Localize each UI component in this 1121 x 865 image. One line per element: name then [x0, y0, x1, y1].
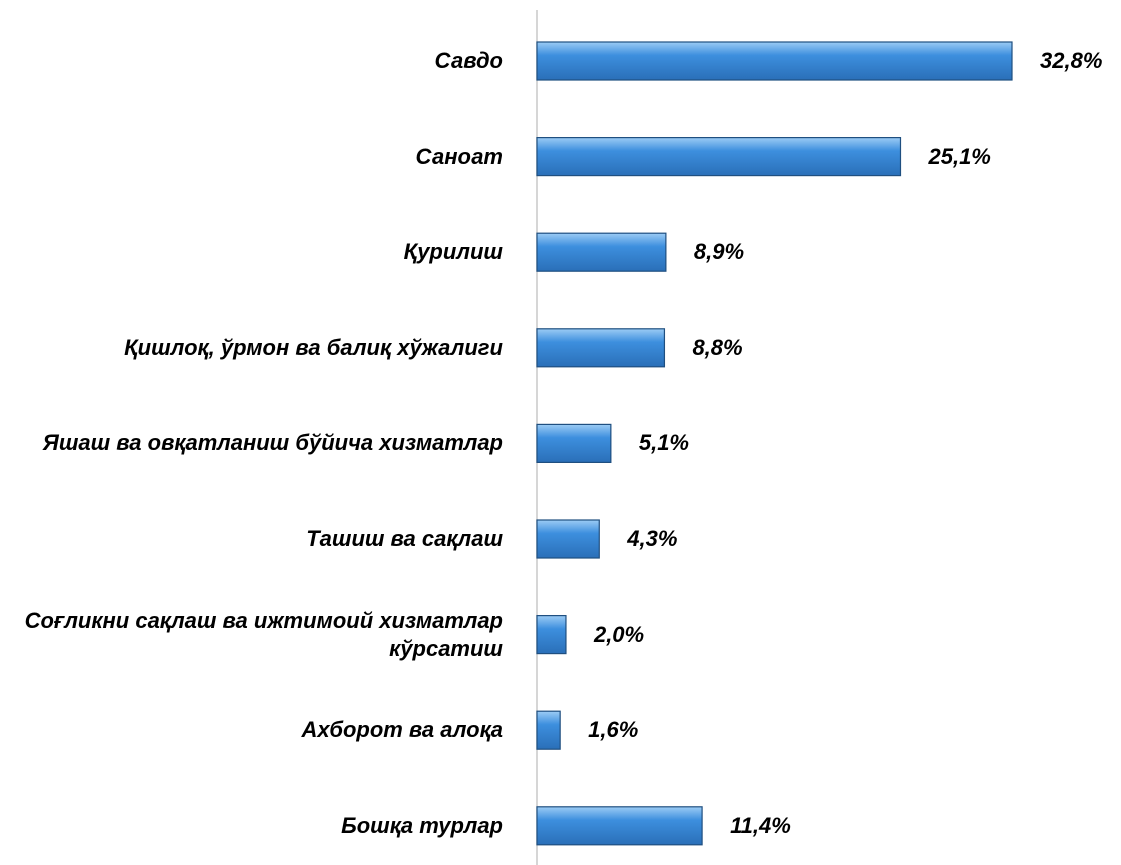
bar — [536, 137, 902, 177]
value-label: 2,0% — [593, 621, 645, 647]
value-label: 4,3% — [627, 526, 678, 551]
value-label: 32,8% — [1040, 48, 1103, 73]
bar — [536, 614, 567, 655]
value-label: 5,1% — [638, 430, 689, 456]
bar — [536, 806, 703, 846]
bar — [536, 423, 612, 463]
category-label: Бошқа турлар — [341, 812, 503, 838]
category-label: Саноат — [415, 143, 503, 169]
bar — [536, 710, 561, 750]
category-label: Қишлоқ, ўрмон ва балиқ хўжалиги — [124, 334, 503, 360]
value-label: 1,6% — [588, 717, 639, 743]
value-label: 8,9% — [693, 239, 745, 265]
value-label: 11,4% — [730, 812, 791, 838]
bar — [536, 328, 666, 368]
bar — [536, 519, 600, 559]
category-label: Қурилиш — [403, 239, 503, 265]
bar — [536, 232, 667, 272]
bar — [536, 41, 1013, 81]
category-label: Ташиш ва сақлаш — [306, 526, 503, 551]
value-label: 25,1% — [928, 143, 991, 169]
value-label: 8,8% — [692, 334, 743, 360]
category-label: Яшаш ва овқатланиш бўйича хизматлар — [42, 430, 503, 456]
category-label: Савдо — [434, 48, 503, 73]
category-label: Соғликни сақлаш ва ижтимоий хизматлар кў… — [24, 607, 503, 661]
category-label: Ахборот ва алоқа — [301, 717, 503, 743]
